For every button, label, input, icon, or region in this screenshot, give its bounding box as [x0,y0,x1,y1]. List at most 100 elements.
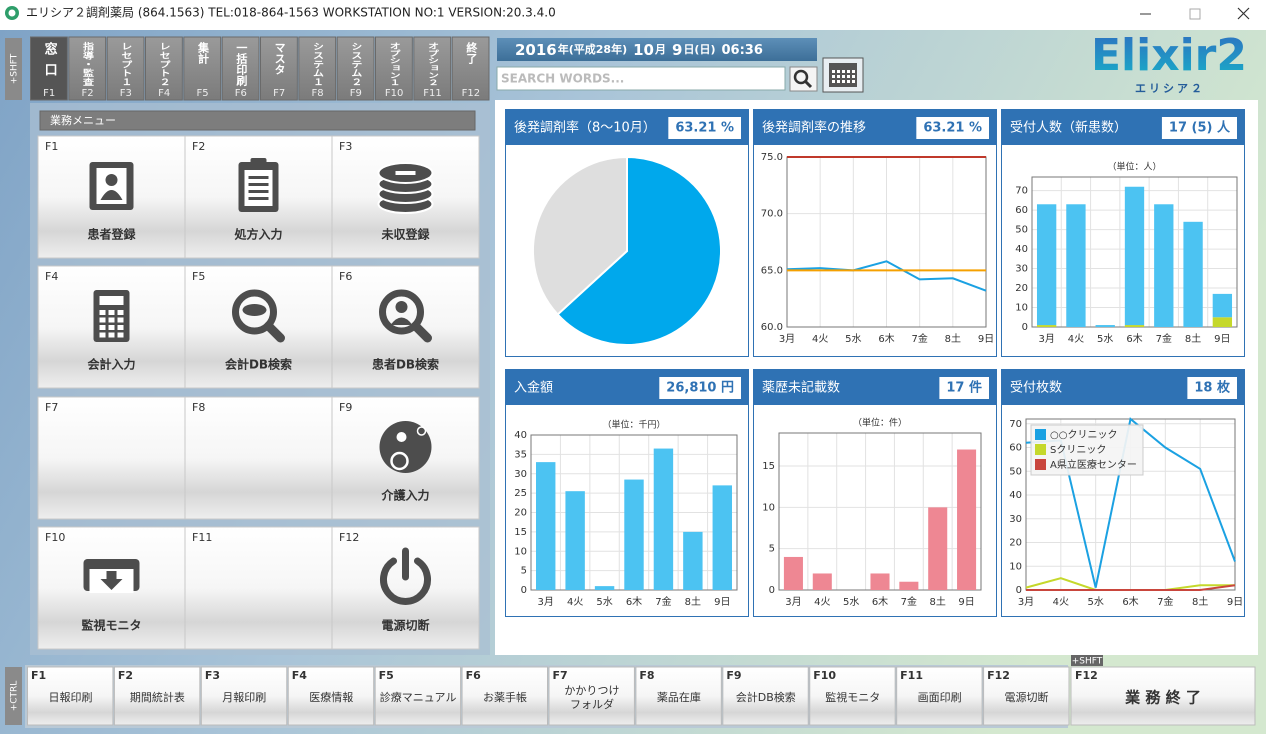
menu-button-key: F2 [192,140,205,153]
chart-panel [753,109,997,357]
footer-key-code: F2 [118,669,133,682]
end-key[interactable] [1070,666,1256,726]
menu-button-key: F12 [339,531,359,544]
tab[interactable] [183,36,222,101]
menu-button[interactable] [184,265,333,389]
footer-key[interactable] [635,666,722,726]
tab[interactable] [298,36,337,101]
menu-button[interactable] [331,265,480,389]
icon [100,190,123,200]
end-key-label: 業 務 終 了 [1124,689,1201,707]
tab[interactable] [375,36,413,101]
y-tick-label: 70.0 [761,209,783,220]
bar [899,581,919,590]
tab[interactable] [145,36,183,101]
icon [395,171,416,175]
x-tick-label: 7金 [1156,332,1172,345]
footer-key-label: 電源切断 [1005,690,1049,704]
bar [594,586,615,590]
chart-badge-box [1187,377,1237,399]
footer-key[interactable] [374,666,462,726]
date-header [497,38,817,61]
x-tick-label: 9日 [1214,334,1230,345]
menu-button-key: F4 [45,270,58,283]
tab-label: システム１ [312,42,325,86]
footer-key-code: F5 [379,669,394,682]
footer-key-label: 薬品在庫 [657,690,701,704]
x-tick-label: 6木 [1126,333,1142,345]
menu-button[interactable] [37,396,186,520]
tab[interactable] [260,36,298,101]
menu-button-label: 未収登録 [380,227,430,242]
x-tick-label: 9日 [714,597,730,608]
menu-button-key: F3 [339,140,352,153]
y-tick-label: 50 [1009,466,1022,477]
y-tick-label: 35 [514,449,527,460]
x-tick-label: 8土 [1185,332,1201,345]
tab[interactable] [413,36,452,101]
chart-panel [1001,369,1245,617]
icon [390,317,413,325]
footer-key[interactable] [27,666,114,726]
bar [1183,221,1203,327]
y-tick-label: 40 [1015,244,1028,255]
maximize-button[interactable] [1189,8,1201,20]
footer-key[interactable] [461,666,549,726]
y-tick-label: 10 [1009,561,1022,572]
footer-key[interactable] [200,666,288,726]
icon [108,332,115,338]
ctrl-label: +CTRL [10,681,20,712]
x-tick-label: 6木 [626,596,642,608]
close-button[interactable] [1237,7,1250,20]
chart-title: 後発調剤率（8～10月） [514,120,656,136]
menu-button-key: F5 [192,270,205,283]
y-tick-label: 0 [769,585,775,596]
bar [624,479,644,590]
icon [99,317,106,323]
x-tick-label: 7金 [911,332,927,345]
icon [264,321,285,343]
x-tick-label: 4火 [812,333,828,345]
footer-key[interactable] [287,666,375,726]
line-series [786,260,987,292]
ctrl-strip [5,667,22,725]
footer-key-label: 月報印刷 [222,691,266,704]
footer-key[interactable] [722,666,809,726]
x-tick-label: 4火 [814,596,830,608]
bar [957,449,977,590]
menu-button[interactable] [331,526,480,650]
tab[interactable] [336,36,375,101]
tab[interactable] [106,36,145,101]
footer-key[interactable] [983,666,1070,726]
x-tick-label: 5水 [843,596,859,608]
bar [870,573,890,590]
footer-key[interactable] [809,666,896,726]
tab-key: F10 [385,88,403,99]
tab[interactable] [221,36,260,101]
bar [1036,204,1057,326]
menu-button[interactable] [184,526,333,650]
x-tick-label: 6木 [872,596,888,608]
calendar-cell [832,75,835,78]
menu-button[interactable] [184,396,333,520]
x-tick-label: 4火 [1068,333,1084,345]
footer-key[interactable] [113,666,201,726]
x-tick-label: 6木 [878,333,894,345]
icon [117,310,124,315]
footer-key[interactable] [548,666,635,726]
icon [379,289,424,335]
tab[interactable] [30,36,68,101]
tab[interactable] [451,36,490,101]
menu-button-key: F7 [45,401,58,414]
menu-button-label: 処方入力 [233,227,282,242]
tab-key: F1 [43,88,55,99]
search-box[interactable] [496,66,786,91]
footer-key-label: かかりつけ [564,684,619,697]
tab-key: F9 [350,88,362,99]
x-tick-label: 9日 [958,597,974,608]
date-text: 2016年(平成28年) 10月 9日(日) 06:36 [515,41,763,59]
footer-key[interactable] [896,666,983,726]
tab[interactable] [68,36,107,101]
tab-label: 一括印刷 [235,42,248,87]
tab-label: 窓口 [42,41,58,84]
